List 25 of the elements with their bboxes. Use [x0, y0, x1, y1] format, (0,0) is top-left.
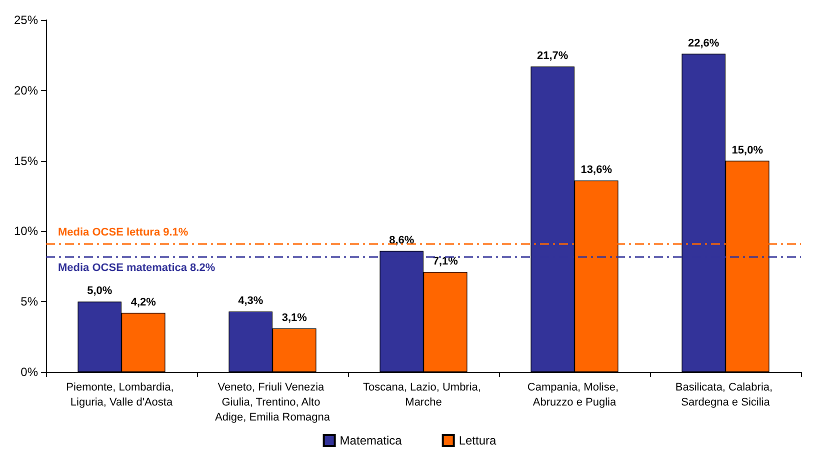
- y-tick-label: 20%: [14, 83, 38, 98]
- x-tick-label: Veneto, Friuli Venezia Giulia, Trentino, Alto Adige, Emilia Romagna: [215, 382, 331, 424]
- data-label: 3,1%: [282, 312, 308, 324]
- x-tick-label: Basilicata, Calabria, Sardegna e Sicilia: [675, 382, 776, 408]
- data-label: 5,0%: [87, 285, 112, 298]
- x-tick-label: Toscana, Lazio, Umbria, Marche: [362, 382, 484, 408]
- y-tick-label: 10%: [14, 224, 38, 238]
- x-tick-label: Piemonte, Lombardia, Liguria, Valle d'Aosta: [66, 382, 177, 408]
- legend-label: Matematica: [340, 434, 402, 448]
- y-tick-label: 15%: [14, 154, 38, 168]
- y-tick-label: 0%: [20, 365, 38, 379]
- legend-label: Lettura: [458, 434, 497, 448]
- data-label: 4,2%: [130, 296, 156, 308]
- data-label: 15,0%: [732, 144, 764, 156]
- x-tick-label: Campania, Molise, Abruzzo e Puglia: [527, 382, 622, 408]
- data-label: 22,6%: [688, 37, 720, 50]
- data-label: 7,1%: [432, 256, 458, 268]
- y-tick-label: 25%: [14, 13, 38, 27]
- ref-line-label: Media OCSE lettura 9.1%: [58, 226, 188, 238]
- data-label: 4,3%: [238, 294, 264, 307]
- y-tick-label: 5%: [20, 294, 38, 309]
- data-label: 13,6%: [580, 164, 612, 176]
- data-label: 21,7%: [537, 50, 568, 62]
- ref-line-label: Media OCSE matematica 8.2%: [58, 262, 216, 274]
- data-label: 8,6%: [389, 234, 414, 246]
